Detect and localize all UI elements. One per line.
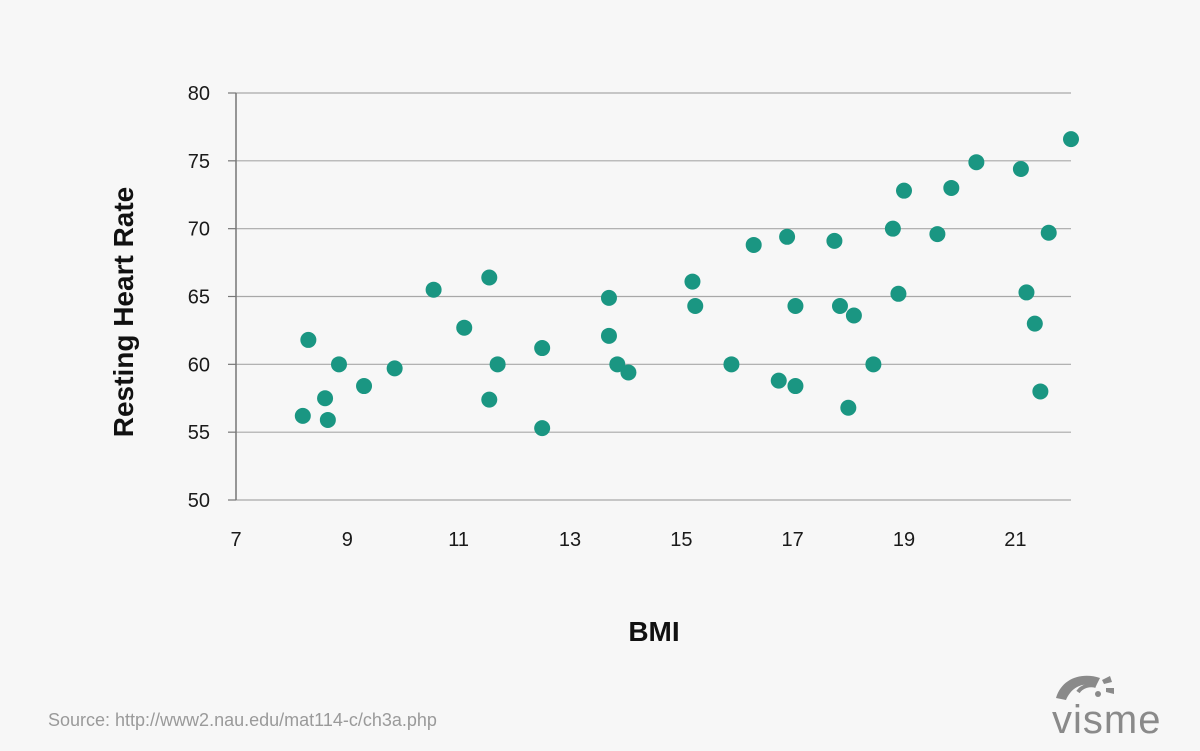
y-tick-label: 50 [188,490,210,512]
scatter-point [896,182,912,199]
x-tick-label: 17 [782,529,804,551]
scatter-point [319,411,336,428]
x-tick-label: 11 [448,529,469,551]
scatter-point [943,179,960,196]
data-points [294,131,1079,437]
scatter-point [481,269,498,286]
scatter-point [1032,383,1049,400]
scatter-point [600,289,617,306]
grid-lines [236,92,1071,501]
scatter-point [1018,284,1035,301]
x-tick-label: 9 [342,529,353,551]
x-tick-label: 7 [230,529,241,551]
scatter-point [845,307,862,324]
scatter-point [600,327,617,344]
logo-text: visme [1052,698,1162,742]
x-tick-label: 13 [559,529,581,551]
scatter-point [1040,224,1057,241]
scatter-point [534,420,551,437]
scatter-point [968,154,985,171]
scatter-point [826,232,843,249]
y-tick-label: 55 [188,422,210,444]
y-tick-label: 65 [188,287,210,309]
scatter-point [840,399,857,416]
scatter-point [687,297,704,314]
scatter-point [294,407,311,424]
scatter-point [929,226,946,243]
scatter-point [620,364,637,381]
scatter-point [489,356,506,373]
x-tick-label: 19 [893,529,915,551]
source-note: Source: http://www2.nau.edu/mat114-c/ch3… [48,710,437,730]
scatter-point [770,372,787,389]
scatter-point [609,356,626,373]
scatter-point [456,319,473,336]
scatter-point [745,236,762,253]
scatter-point [1012,160,1029,177]
y-tick-label: 70 [188,219,210,241]
scatter-point [1063,131,1079,148]
scatter-point [723,356,740,373]
scatter-point [779,228,796,245]
scatter-point [684,273,701,290]
scatter-point [831,297,848,314]
y-axis-ticks: 50 55 60 65 70 75 80 [188,83,236,512]
scatter-point [1026,315,1043,332]
scatter-point [890,285,907,302]
scatter-point [787,378,804,395]
x-tick-label: 21 [1004,529,1026,551]
y-tick-label: 80 [188,83,210,105]
y-axis-title: Resting Heart Rate [108,187,139,438]
x-axis-ticks: 7 9 11 13 15 17 19 21 [230,529,1026,551]
scatter-point [356,378,373,395]
scatter-point [787,297,804,314]
scatter-point [481,391,498,408]
y-tick-label: 60 [188,354,210,376]
y-tick-label: 75 [188,151,210,173]
scatter-point [884,220,901,237]
scatter-point [425,281,442,298]
scatter-point [534,340,551,357]
visme-logo: visme [1052,668,1182,742]
x-axis-title: BMI [628,616,679,647]
scatter-point [386,360,403,377]
scatter-point [317,390,334,407]
scatter-point [865,356,882,373]
scatter-point [330,356,347,373]
x-tick-label: 15 [670,529,692,551]
visme-logo-icon [1056,675,1114,700]
scatter-point [300,331,317,348]
